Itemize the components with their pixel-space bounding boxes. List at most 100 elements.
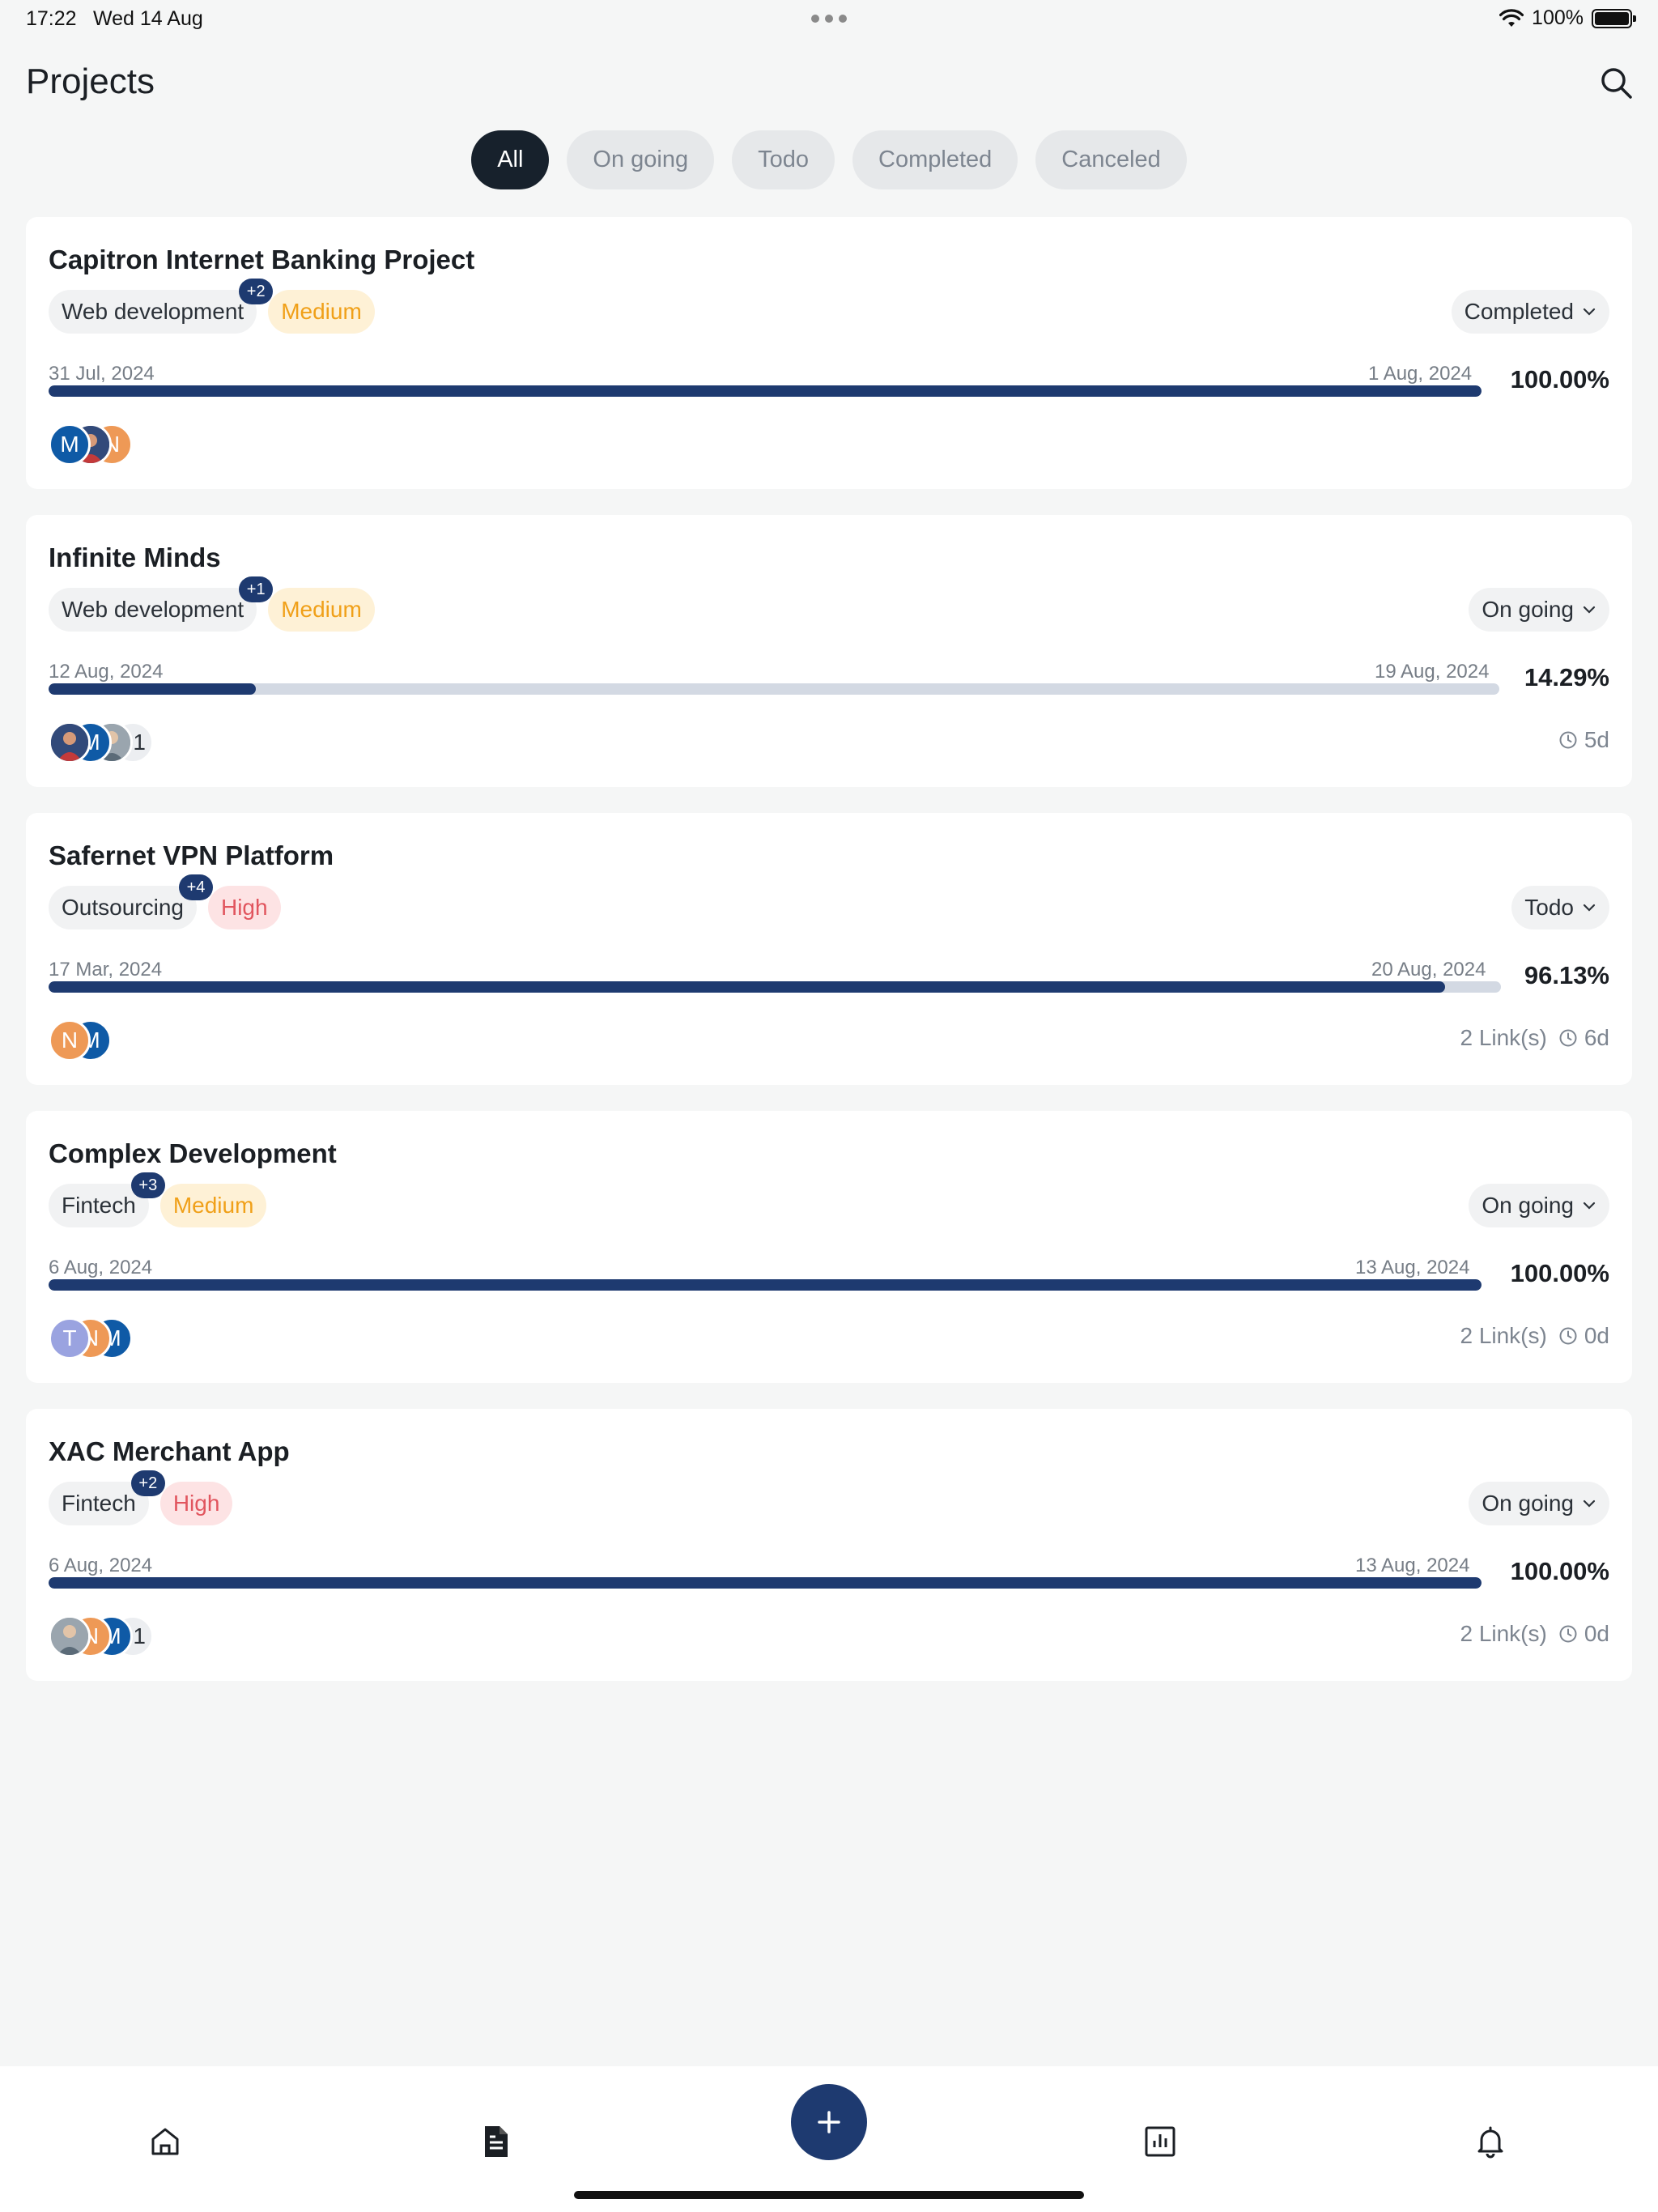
project-title: Safernet VPN Platform — [49, 840, 334, 870]
links-count[interactable]: 2 Link(s) — [1460, 1025, 1547, 1050]
progress-bar — [49, 981, 1501, 993]
status-bar: 17:22 Wed 14 Aug 100% — [0, 0, 1658, 39]
progress-percent: 100.00% — [1510, 1259, 1609, 1287]
status-dropdown[interactable]: On going — [1469, 1184, 1609, 1227]
status-label: On going — [1482, 1193, 1574, 1218]
start-date: 12 Aug, 2024 — [49, 661, 164, 683]
project-card[interactable]: Safernet VPN Platform Outsourcing +4 Hig… — [26, 813, 1632, 1085]
end-date: 13 Aug, 2024 — [1355, 1555, 1470, 1576]
priority-tag: High — [207, 886, 281, 929]
progress-bar — [49, 1577, 1482, 1589]
countdown-label: 0d — [1584, 1323, 1609, 1348]
status-label: Completed — [1464, 299, 1574, 324]
clock-icon — [1559, 1625, 1577, 1643]
tab-on-going[interactable]: On going — [567, 130, 715, 189]
avatar: M — [49, 423, 91, 466]
project-card[interactable]: XAC Merchant App Fintech +2 High On goin… — [26, 1409, 1632, 1681]
add-icon — [818, 2111, 840, 2133]
member-avatars[interactable]: N M — [49, 1019, 112, 1063]
progress-percent: 96.13% — [1524, 961, 1609, 989]
status-dropdown[interactable]: Completed — [1451, 290, 1609, 334]
bell-icon — [1477, 2126, 1503, 2159]
category-tag: Web development +2 — [49, 279, 274, 334]
filter-tabs: All On going Todo Completed Canceled — [0, 130, 1658, 189]
nav-notifications[interactable] — [1472, 2123, 1509, 2160]
extra-categories-badge: +2 — [239, 279, 274, 304]
wifi-icon — [1499, 8, 1524, 27]
project-card[interactable]: Complex Development Fintech +3 Medium On… — [26, 1111, 1632, 1383]
start-date: 6 Aug, 2024 — [49, 1555, 153, 1576]
member-avatars[interactable]: M N — [49, 423, 133, 467]
battery-icon — [1592, 8, 1636, 28]
category-tag: Outsourcing +4 — [49, 874, 213, 929]
category-tag: Web development +1 — [49, 576, 274, 632]
member-avatars[interactable]: M +1 — [49, 721, 154, 765]
project-tags: Web development +1 Medium — [49, 576, 375, 632]
status-dropdown[interactable]: On going — [1469, 1482, 1609, 1525]
clock-icon — [1559, 1029, 1577, 1047]
project-card[interactable]: Capitron Internet Banking Project Web de… — [26, 217, 1632, 489]
end-date: 20 Aug, 2024 — [1371, 959, 1486, 981]
countdown: 5d — [1558, 727, 1609, 753]
user-photo-icon — [51, 724, 88, 761]
progress-percent: 14.29% — [1524, 663, 1609, 691]
progress-bar — [49, 1279, 1482, 1291]
end-date: 19 Aug, 2024 — [1375, 661, 1490, 683]
links-count[interactable]: 2 Link(s) — [1460, 1323, 1547, 1348]
project-meta: 2 Link(s) 0d — [1460, 1323, 1609, 1349]
nav-projects[interactable] — [478, 2123, 515, 2160]
user-photo-icon — [51, 1618, 88, 1655]
search-button[interactable] — [1598, 65, 1635, 102]
status-label: Todo — [1524, 895, 1574, 920]
project-card[interactable]: Infinite Minds Web development +1 Medium… — [26, 515, 1632, 787]
links-count[interactable]: 2 Link(s) — [1460, 1621, 1547, 1646]
countdown-label: 6d — [1584, 1025, 1609, 1050]
nav-home[interactable] — [147, 2123, 184, 2160]
status-dropdown[interactable]: Todo — [1511, 886, 1609, 929]
project-tags: Outsourcing +4 High — [49, 874, 281, 929]
progress-fill — [49, 1577, 1482, 1589]
start-date: 6 Aug, 2024 — [49, 1257, 153, 1278]
project-title: XAC Merchant App — [49, 1436, 290, 1466]
page-title: Projects — [26, 62, 155, 101]
project-title: Infinite Minds — [49, 542, 221, 572]
member-avatars[interactable]: T N M — [49, 1317, 133, 1361]
avatar: N — [49, 1019, 91, 1061]
tab-todo[interactable]: Todo — [732, 130, 835, 189]
end-date: 13 Aug, 2024 — [1355, 1257, 1470, 1278]
progress-fill — [49, 1279, 1482, 1291]
priority-tag: Medium — [159, 1184, 267, 1227]
start-date: 31 Jul, 2024 — [49, 363, 155, 385]
extra-categories-badge: +2 — [130, 1470, 165, 1496]
countdown: 0d — [1558, 1621, 1609, 1647]
home-indicator — [574, 2191, 1084, 2199]
tab-all[interactable]: All — [471, 130, 550, 189]
tab-canceled[interactable]: Canceled — [1035, 130, 1187, 189]
progress-bar — [49, 683, 1499, 695]
progress-fill — [49, 981, 1445, 993]
status-dropdown[interactable]: On going — [1469, 588, 1609, 632]
priority-tag: High — [159, 1482, 233, 1525]
member-avatars[interactable]: N M +1 — [49, 1615, 154, 1659]
tab-completed[interactable]: Completed — [852, 130, 1018, 189]
status-right: 100% — [1499, 6, 1636, 30]
nav-reports[interactable] — [1141, 2123, 1179, 2160]
status-label: On going — [1482, 597, 1574, 622]
category-tag: Fintech +3 — [49, 1172, 165, 1227]
add-project-button[interactable] — [791, 2084, 867, 2160]
countdown: 6d — [1558, 1025, 1609, 1051]
priority-tag: Medium — [268, 588, 375, 632]
battery-percent: 100% — [1532, 6, 1584, 29]
avatar: T — [49, 1317, 91, 1359]
end-date: 1 Aug, 2024 — [1368, 363, 1473, 385]
chart-icon — [1145, 2126, 1175, 2157]
progress-percent: 100.00% — [1510, 365, 1609, 393]
chevron-down-icon — [1583, 308, 1596, 316]
bottom-nav — [0, 2066, 1658, 2212]
project-tags: Fintech +3 Medium — [49, 1172, 267, 1227]
priority-tag: Medium — [268, 290, 375, 334]
search-icon — [1601, 68, 1632, 99]
project-tags: Fintech +2 High — [49, 1470, 233, 1525]
multitasking-dots-icon[interactable] — [811, 15, 847, 23]
